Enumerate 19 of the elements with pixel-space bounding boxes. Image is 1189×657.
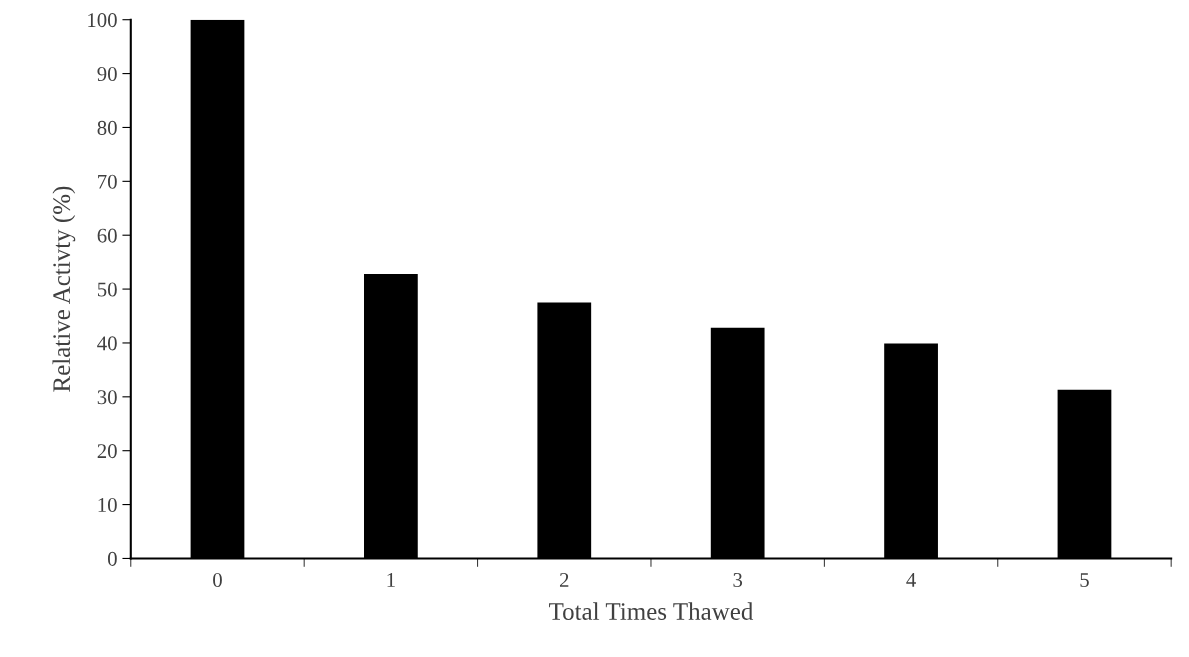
- x-axis-title: Total Times Thawed: [549, 602, 754, 620]
- x-tick-label: 4: [906, 573, 916, 587]
- y-tick-label: 30: [97, 390, 117, 405]
- y-tick-label: 40: [97, 336, 117, 351]
- y-tick-label: 90: [97, 66, 117, 82]
- y-tick-label: 10: [98, 497, 117, 513]
- y-tick-label: 80: [97, 120, 117, 135]
- y-tick-label: 70: [98, 174, 117, 189]
- y-tick-label: 100: [88, 13, 117, 28]
- y-axis-title: Relative Activty (%): [52, 186, 76, 392]
- y-tick-label: 20: [97, 444, 117, 459]
- x-tick-label: 1: [387, 573, 395, 587]
- y-tick-label: 60: [97, 228, 117, 243]
- y-tick-label: 0: [107, 551, 117, 566]
- x-tick-label: 3: [733, 573, 743, 587]
- y-tick-label: 50: [97, 282, 117, 297]
- x-tick-label: 2: [559, 573, 569, 587]
- x-tick-label: 0: [213, 572, 222, 587]
- x-tick-label: 5: [1080, 573, 1089, 587]
